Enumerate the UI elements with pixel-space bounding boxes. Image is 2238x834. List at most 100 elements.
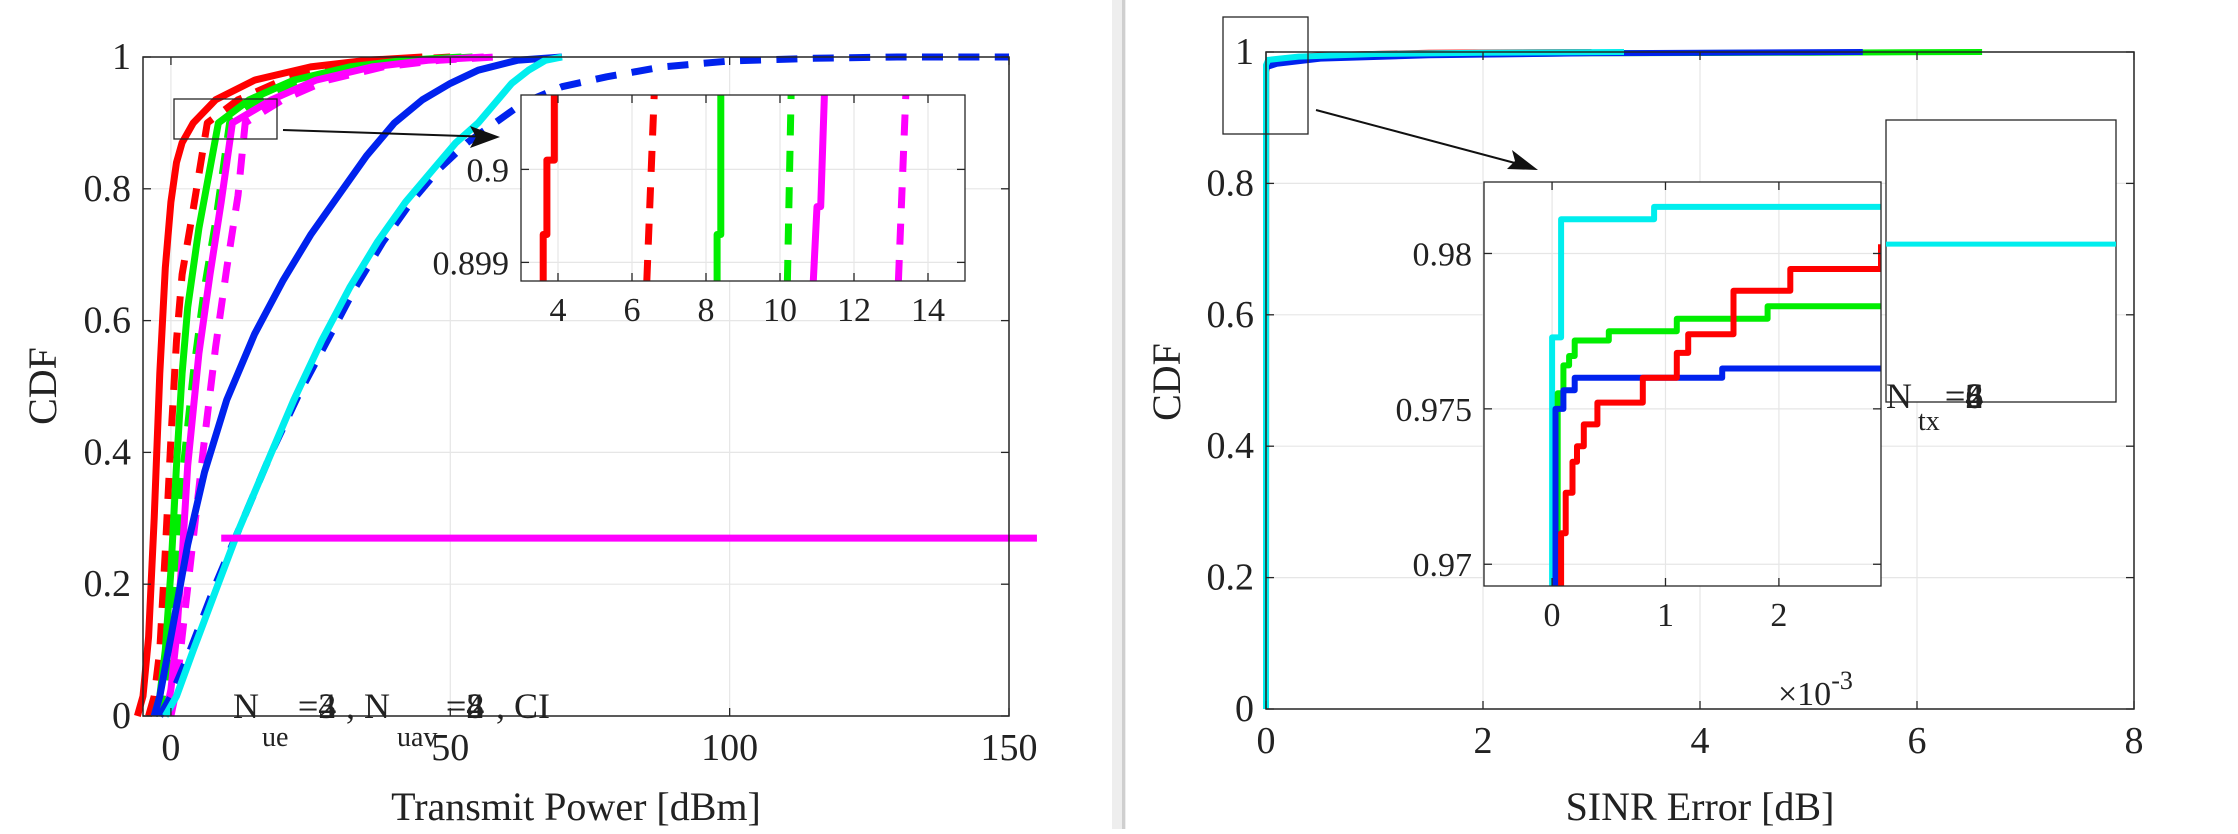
y-tick-label: 1: [1235, 31, 1254, 73]
right-zoom-arrow: [1315, 109, 1531, 168]
magenta-solid-series-line: [809, 95, 828, 281]
blue-solid-series-line: [150, 53, 563, 717]
right-inset-frame: [1483, 181, 1882, 587]
x-tick-label: 50: [431, 727, 469, 769]
legend-fragment: =8: [446, 686, 484, 726]
green-dashed-series-line: [783, 95, 795, 281]
x-tick-label: 8: [2125, 720, 2144, 762]
x-tick-label: 100: [701, 727, 758, 769]
legend-fragment: =4: [1945, 376, 1983, 416]
left-series-group: [134, 53, 1037, 718]
legend-fragment: =2: [298, 686, 336, 726]
legend-fragment: N: [1886, 376, 1912, 416]
legend-fragment: , CI: [496, 686, 550, 726]
left-inset-frame: [520, 94, 966, 282]
right-zoom-box: [1222, 16, 1309, 135]
left-inset-background: [521, 95, 965, 281]
y-tick-label: 0.4: [84, 431, 132, 473]
x-tick-label: 0: [161, 727, 180, 769]
left-zoom-arrow: [282, 129, 494, 138]
legend-fragment: N: [233, 686, 259, 726]
x-tick-label: 6: [624, 292, 641, 329]
window-divider-edge: [1122, 0, 1125, 829]
right-chart: 0 2 4 6 800.20.40.60.81 SINR Error [dB] CDF …: [1144, 16, 2144, 829]
red-dashed-series-line: [643, 95, 658, 281]
left-plot-frame: [142, 56, 1010, 717]
x-tick-label: 2: [1474, 720, 1493, 762]
y-tick-label: 0.6: [84, 300, 132, 342]
right-inset-multiplier: ×10-3: [1778, 666, 1853, 713]
legend-fragment: =4: [446, 686, 484, 726]
legend-fragment: uav: [397, 722, 437, 753]
y-tick-label: 1: [112, 36, 131, 78]
left-inset-ticks: 4 6 8 10 12 14 0.899 0.9: [433, 95, 965, 329]
green-solid-series-line: [1554, 303, 1881, 586]
left-xlabel: Transmit Power [dBm]: [391, 784, 761, 829]
right-ylabel: CDF: [1144, 343, 1189, 421]
x-tick-label: 0: [1544, 597, 1561, 634]
x-tick-label: 4: [1691, 720, 1710, 762]
x-tick-label: 14: [911, 292, 945, 329]
left-inset-series: [539, 95, 910, 281]
x-tick-label: 150: [981, 727, 1038, 769]
y-tick-label: 0.98: [1413, 236, 1473, 273]
x-tick-label: 0: [1257, 720, 1276, 762]
blue-solid-series-line: [1552, 365, 1881, 586]
y-tick-label: 0.975: [1396, 392, 1473, 429]
right-legend: N tx =8 =6 =4 =2: [1886, 376, 1983, 437]
legend-fragment: =3: [298, 686, 336, 726]
y-tick-label: 0.8: [84, 168, 132, 210]
legend-fragment: , N: [346, 686, 390, 726]
magenta-dashed-series-line: [167, 53, 496, 717]
left-inset-grid: [521, 95, 965, 281]
x-tick-label: 1: [1657, 597, 1674, 634]
cyan-solid-series-line: [162, 53, 563, 718]
legend-fragment: tx: [1918, 406, 1940, 437]
legend-fragment: ue: [262, 722, 288, 753]
x-tick-label: 10: [763, 292, 797, 329]
right-zoom-arrowhead: [1507, 150, 1538, 170]
right-ticks: 0 2 4 6 8 0 0.2 0.4 0.6 0.8 1: [1207, 31, 2144, 762]
red-solid-series-line: [134, 53, 423, 717]
y-tick-label: 0.4: [1207, 425, 1255, 467]
left-legend: N ue =4 =3 =2 , N uav =8 =2 =4 , CI: [233, 686, 550, 753]
y-tick-label: 0.2: [84, 563, 132, 605]
y-tick-label: 0.9: [467, 152, 510, 189]
red-solid-series-line: [1558, 244, 1881, 586]
left-inset: 4 6 8 10 12 14 0.899 0.9: [433, 94, 966, 329]
x-tick-label: 2: [1770, 597, 1787, 634]
red-solid-series-line: [539, 95, 558, 281]
blue-dashed-series-line: [156, 53, 1009, 718]
legend-fragment: =2: [1945, 376, 1983, 416]
legend-fragment: =8: [1945, 376, 1983, 416]
right-side-box: [1885, 119, 2117, 403]
y-tick-label: 0.2: [1207, 557, 1255, 599]
right-inset-background: [1484, 182, 1881, 586]
magenta-dashed-series-line: [894, 95, 910, 281]
multiplier-base: ×10: [1778, 676, 1831, 713]
legend-fragment: =2: [446, 686, 484, 726]
left-zoom-arrowhead: [470, 126, 500, 148]
y-tick-label: 0: [112, 695, 131, 737]
left-chart: 0 50 100 150 0 0.2 0.4 0.6 0.8 1 Transmit Power […: [20, 36, 1038, 829]
x-tick-label: 4: [550, 292, 567, 329]
legend-fragment: =4: [298, 686, 336, 726]
y-tick-label: 0.8: [1207, 162, 1255, 204]
right-inset: 0 1 2 0.97 0.975 0.98 ×10-3: [1396, 181, 1882, 713]
left-ticks: 0 50 100 150 0 0.2 0.4 0.6 0.8 1: [84, 36, 1038, 769]
right-inset-series: [1549, 203, 1881, 586]
x-tick-label: 12: [837, 292, 871, 329]
magenta-solid-series-line: [161, 53, 485, 717]
x-tick-label: 8: [698, 292, 715, 329]
green-solid-series-line: [713, 95, 725, 281]
legend-fragment: =6: [1945, 376, 1983, 416]
y-tick-label: 0.6: [1207, 294, 1255, 336]
left-ylabel: CDF: [20, 347, 65, 425]
y-tick-label: 0.97: [1413, 547, 1473, 584]
y-tick-label: 0: [1235, 688, 1254, 730]
y-tick-label: 0.899: [433, 245, 510, 282]
cyan-solid-series-line: [1549, 203, 1881, 586]
green-solid-series-line: [150, 53, 462, 717]
